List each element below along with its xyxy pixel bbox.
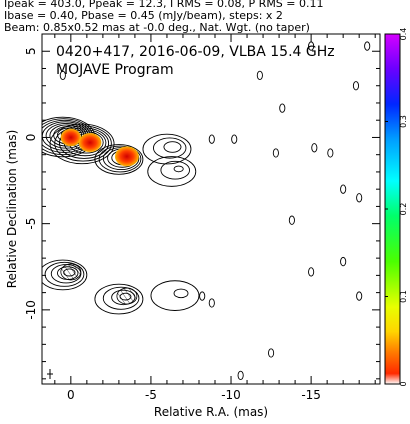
contour-level xyxy=(147,156,197,187)
noise-island-contour xyxy=(237,370,244,381)
contour-level xyxy=(173,288,189,299)
x-tick-label: -5 xyxy=(145,388,157,402)
noise-island-contour xyxy=(364,41,371,51)
contour-level xyxy=(94,144,144,175)
contour-level xyxy=(150,280,200,311)
contour-level xyxy=(163,141,182,153)
noise-island-layer xyxy=(59,41,371,381)
contour-level xyxy=(49,123,115,165)
x-tick-label: -10 xyxy=(221,388,241,402)
colorbar-tick-label: 0.2 xyxy=(399,203,408,216)
x-tick-label: -15 xyxy=(301,388,321,402)
plot-frame xyxy=(41,33,381,385)
contour-level xyxy=(152,137,187,159)
colorbar-tick-label: 0 xyxy=(399,381,408,386)
polarized-emission-patch xyxy=(60,128,82,147)
colorbar-tick-label: 0.4 xyxy=(399,28,408,41)
program-title: MOJAVE Program xyxy=(56,62,174,78)
beam-marker xyxy=(47,369,53,379)
contour-level xyxy=(98,145,142,173)
polarized-emission-patch xyxy=(114,146,139,167)
contour-level xyxy=(142,133,192,165)
colorbar-tick-label: 0.1 xyxy=(399,290,408,303)
x-axis-label: Relative R.A. (mas) xyxy=(154,405,268,419)
header-line-3: Beam: 0.85x0.52 mas at -0.0 deg., Nat. W… xyxy=(4,21,310,34)
noise-island-contour xyxy=(356,291,363,301)
header-line-1: Ipeak = 403.0, Ppeak = 12.3, I RMS = 0.0… xyxy=(4,0,324,10)
contour-level xyxy=(44,261,85,287)
x-tick-label: 0 xyxy=(67,388,75,402)
axis-tick-labels: 0 -5 -10 -15 5 0 -5 -10 xyxy=(24,47,321,402)
noise-island-contour xyxy=(311,143,318,153)
noise-island-contour xyxy=(340,256,347,267)
y-tick-label: -5 xyxy=(24,218,38,230)
contour-level xyxy=(160,160,190,180)
noise-island-contour xyxy=(356,193,363,203)
noise-island-contour xyxy=(340,184,347,194)
noise-island-contour xyxy=(208,298,215,308)
hatched-core xyxy=(116,287,138,305)
noise-island-contour xyxy=(208,134,215,144)
y-tick-label: -10 xyxy=(24,300,38,320)
noise-island-contour xyxy=(199,291,206,301)
polarized-emission-patch xyxy=(78,133,102,153)
source-title: 0420+417, 2016-06-09, VLBA 15.4 GHz xyxy=(56,44,335,60)
noise-island-contour xyxy=(308,267,315,277)
noise-island-contour xyxy=(231,134,238,144)
contour-level xyxy=(58,127,110,159)
y-axis-label: Relative Declination (mas) xyxy=(5,130,19,289)
colorbar-ticks: 0 0.1 0.2 0.3 0.4 xyxy=(385,28,408,387)
noise-island-contour xyxy=(327,148,334,158)
noise-island-contour xyxy=(272,148,279,158)
contour-level xyxy=(54,125,112,162)
noise-island-contour xyxy=(352,81,360,91)
header-line-2: Ibase = 0.40, Pbase = 0.45 (mJy/beam), s… xyxy=(4,9,283,22)
contour-level xyxy=(102,147,140,171)
colorbar-tick-label: 0.3 xyxy=(399,115,408,128)
noise-island-contour xyxy=(256,70,263,81)
axis-ticks xyxy=(42,33,380,384)
contour-level xyxy=(102,286,140,310)
contour-level xyxy=(94,283,144,315)
y-tick-label: 0 xyxy=(24,134,38,142)
y-tick-label: 5 xyxy=(24,47,38,55)
noise-island-contour xyxy=(288,215,295,225)
contour-level xyxy=(173,165,184,173)
contour-level xyxy=(42,259,88,291)
noise-island-contour xyxy=(268,348,275,358)
hatched-core xyxy=(60,263,82,281)
noise-island-contour xyxy=(279,103,286,113)
noise-island-contour xyxy=(59,70,66,81)
contour-layer xyxy=(42,116,200,315)
